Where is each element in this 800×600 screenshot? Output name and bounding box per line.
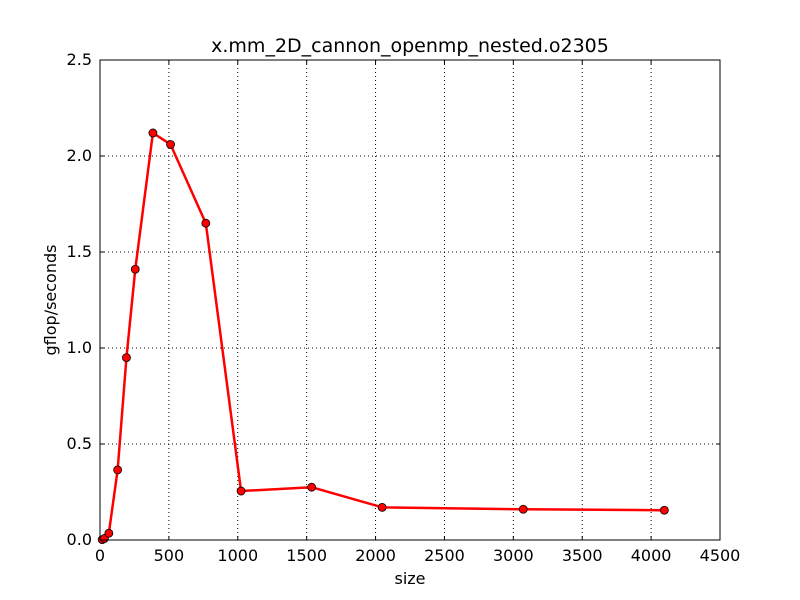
data-point [377, 502, 387, 512]
data-point [104, 528, 114, 538]
data-point [236, 486, 246, 496]
data-point [166, 140, 175, 149]
data-point [659, 505, 669, 515]
x-tick-label: 4000 [631, 546, 672, 565]
grid-lines [100, 60, 720, 540]
data-point [201, 218, 211, 228]
data-point [130, 264, 140, 274]
x-tick-label: 0 [95, 546, 105, 565]
series-line-0 [101, 131, 665, 541]
y-tick-label: 2.0 [67, 146, 92, 165]
data-point [148, 128, 158, 138]
x-tick-label: 4500 [700, 546, 741, 565]
x-tick-label: 500 [154, 546, 185, 565]
x-tick-label: 2500 [424, 546, 465, 565]
data-point [518, 504, 528, 514]
plot-frame [99, 59, 721, 541]
x-tick-label: 1500 [286, 546, 327, 565]
y-tick-label: 0.5 [67, 434, 92, 453]
y-tick-label: 2.5 [67, 50, 92, 69]
chart-title: x.mm_2D_cannon_openmp_nested.o2305 [211, 35, 609, 57]
y-tick-label: 1.5 [67, 242, 92, 261]
y-tick-label: 0.0 [67, 530, 92, 549]
axis-ticks: 0 500 1000 1500 2000 2500 3000 3500 4000 4500 0.0 0… [67, 50, 741, 565]
data-point [307, 482, 317, 492]
y-tick-label: 1.0 [67, 338, 92, 357]
x-axis-label: size [394, 569, 425, 588]
y-axis-label: gflop/seconds [41, 245, 60, 356]
data-point [113, 465, 123, 475]
data-point [122, 353, 131, 363]
x-tick-label: 1000 [217, 546, 258, 565]
x-tick-label: 3000 [493, 546, 534, 565]
x-tick-label: 2000 [355, 546, 396, 565]
x-tick-label: 3500 [562, 546, 603, 565]
